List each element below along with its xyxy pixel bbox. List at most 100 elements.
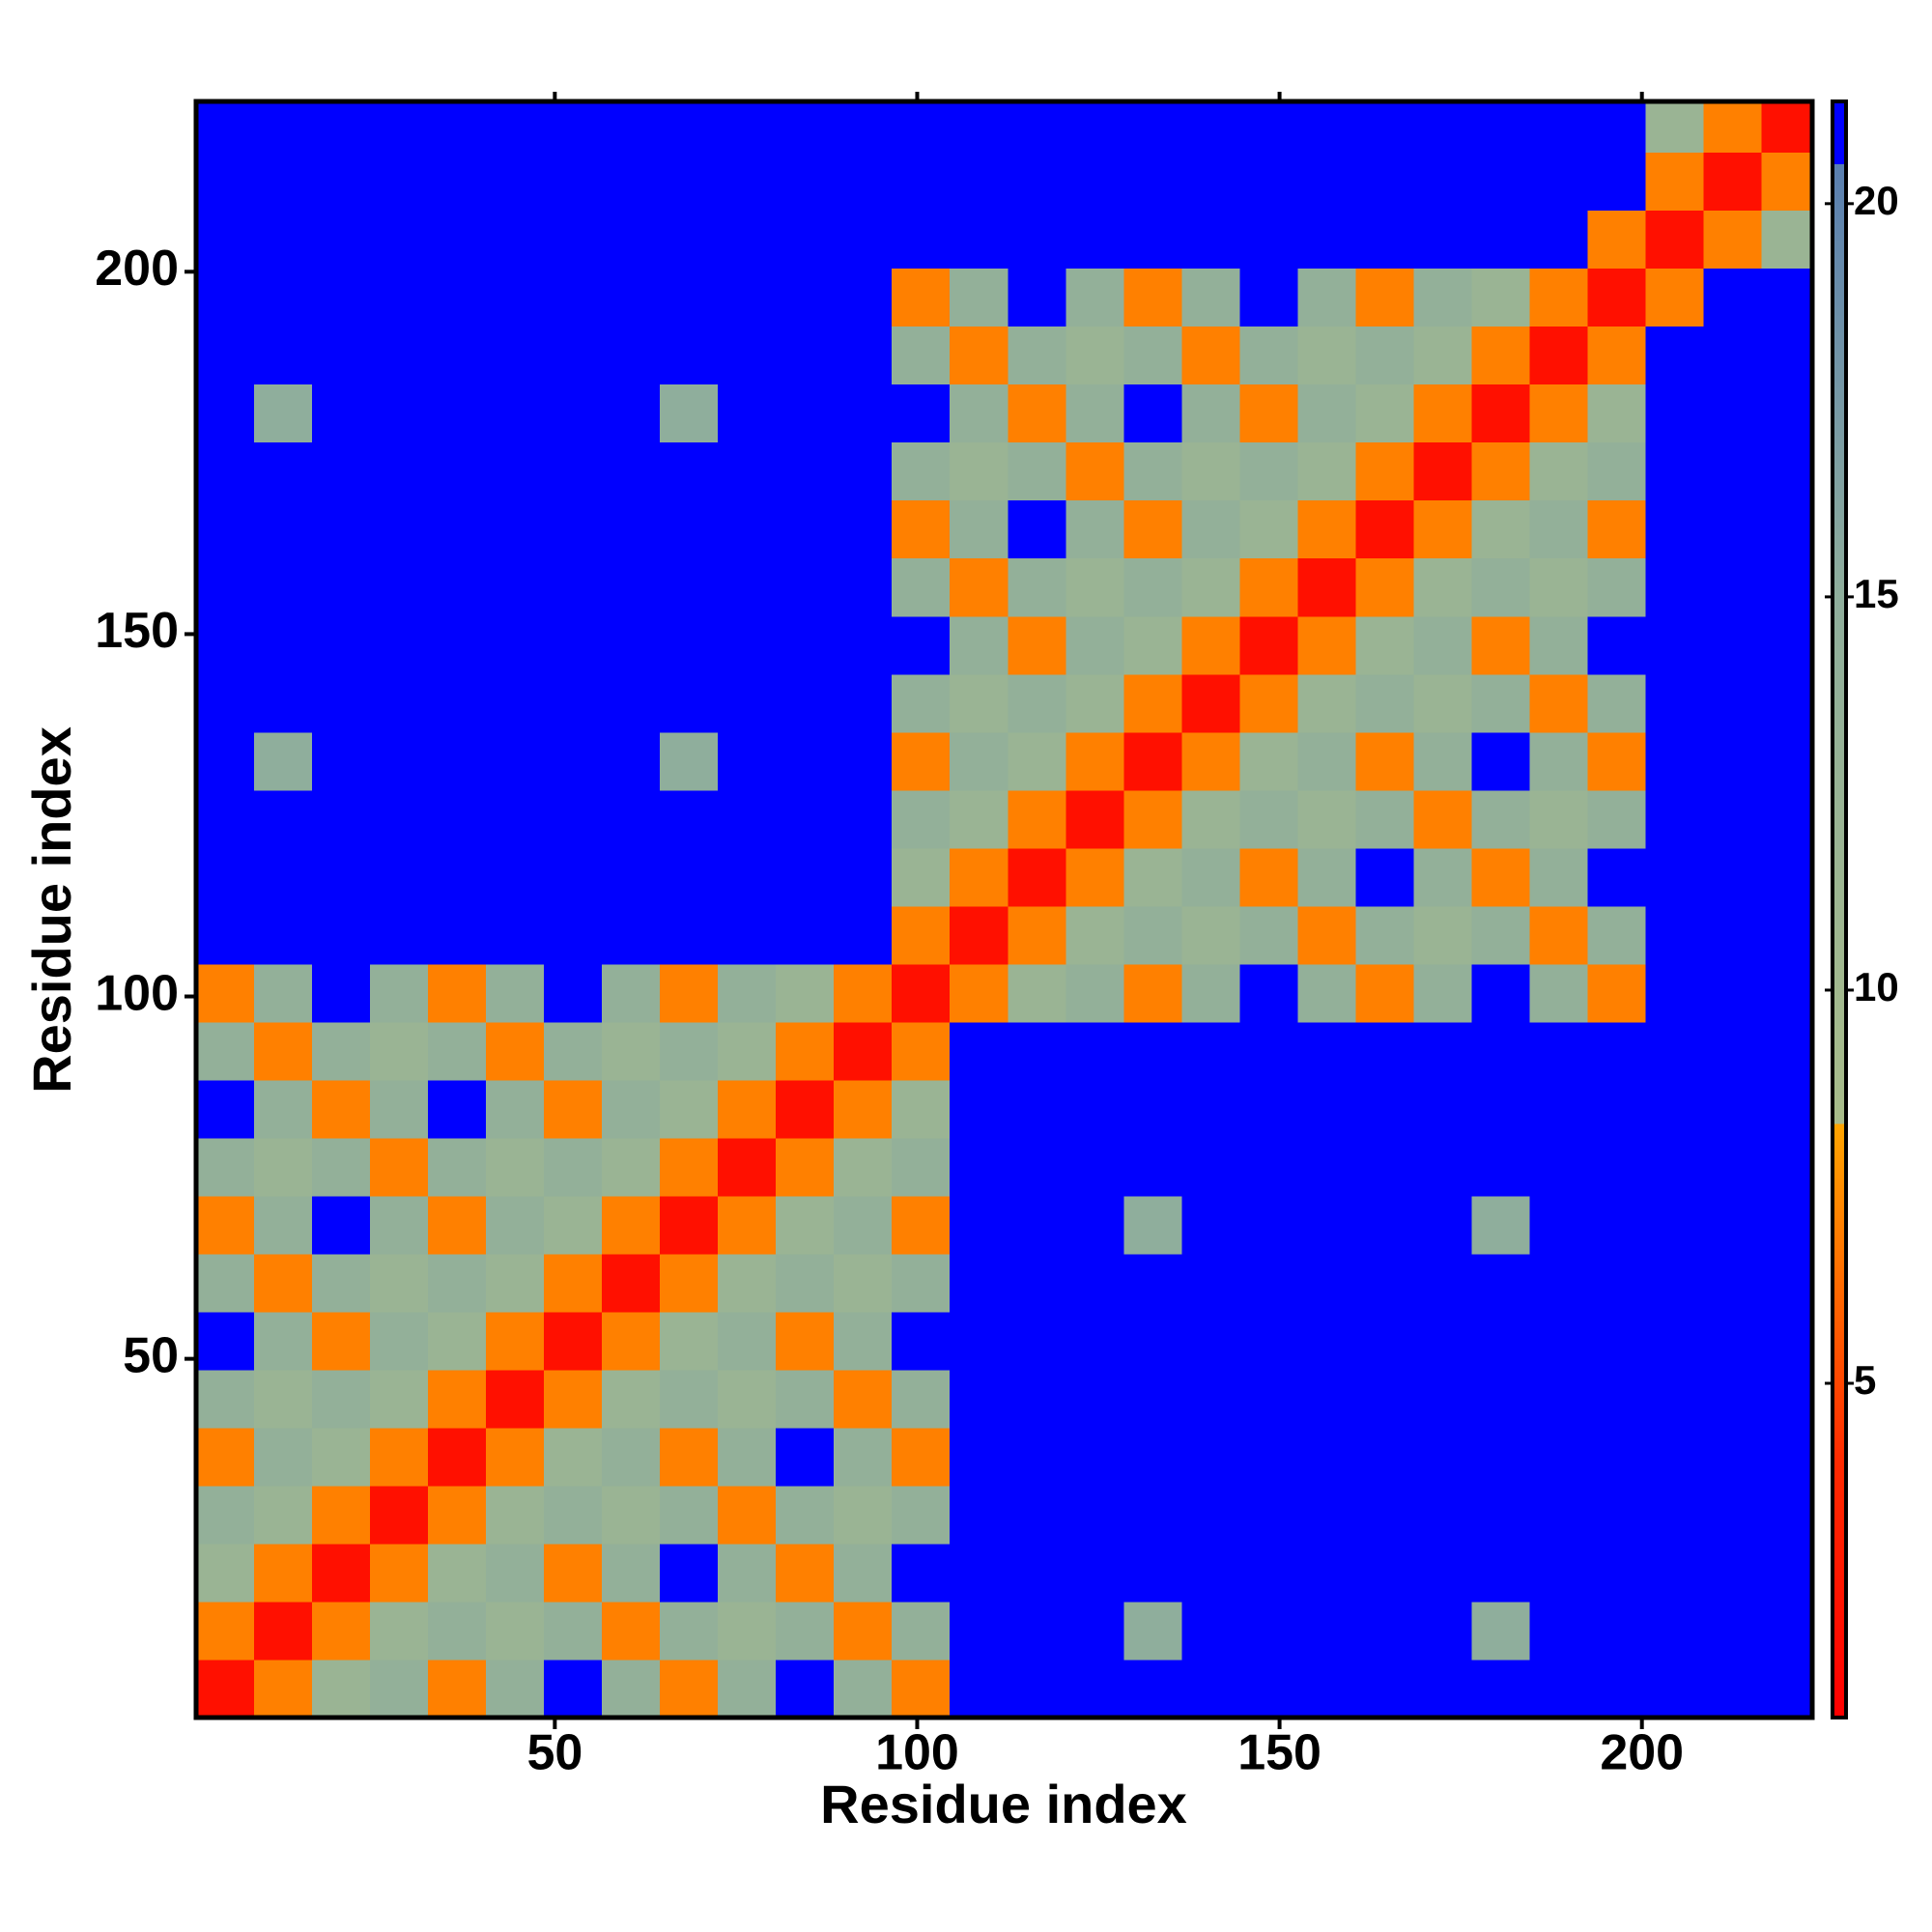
y-axis-title: Residue index [21,726,82,1094]
heatmap-cell [1355,1601,1414,1661]
heatmap-cell [1587,1021,1647,1081]
heatmap-cell [1181,101,1240,154]
heatmap-cell [254,1427,313,1487]
heatmap-cell [312,1253,371,1313]
heatmap-cell [602,1601,661,1661]
heatmap-cell [950,384,1009,443]
heatmap-cell [1123,268,1182,327]
heatmap-cell [1471,268,1531,327]
heatmap-cell [776,210,835,270]
heatmap-cell [196,731,255,791]
heatmap-cell [1471,1195,1531,1255]
heatmap-cell [486,1601,545,1661]
heatmap-cell [1587,210,1647,270]
heatmap-cell [1297,731,1356,791]
y-tick-label: 100 [95,965,179,1021]
heatmap-cell [254,1601,313,1661]
heatmap-cell [1471,847,1531,907]
heatmap-cell [1587,152,1647,212]
heatmap-cell [1413,615,1472,675]
y-tick-label: 200 [95,241,179,297]
heatmap-cell [1645,963,1705,1023]
heatmap-cell [1529,1079,1589,1139]
heatmap-cell [1239,384,1298,443]
heatmap-cell [1413,441,1472,501]
heatmap-cell [660,384,719,443]
heatmap-cell [1065,731,1124,791]
heatmap-cell [1297,1369,1356,1429]
heatmap-cell [428,1427,487,1487]
heatmap-cell [1645,1137,1705,1197]
heatmap-cell [834,1079,893,1139]
heatmap-cell [1645,615,1705,675]
heatmap-cell [1761,384,1812,443]
heatmap-cell [254,1079,313,1139]
heatmap-cell [950,963,1009,1023]
heatmap-cell [1239,1079,1298,1139]
heatmap-cell [950,101,1009,154]
heatmap-cell [1297,673,1356,733]
heatmap-cell [892,1601,951,1661]
heatmap-cell [312,210,371,270]
heatmap-cell [660,731,719,791]
heatmap-cell [1645,847,1705,907]
heatmap-cell [1297,326,1356,385]
heatmap-cell [1471,152,1531,212]
heatmap-cell [1181,1427,1240,1487]
heatmap-cell [660,615,719,675]
heatmap-cell [1587,963,1647,1023]
heatmap-cell [1529,1369,1589,1429]
heatmap-cell [892,384,951,443]
heatmap-cell [1471,615,1531,675]
heatmap-cell [660,210,719,270]
heatmap-cell [1239,326,1298,385]
heatmap-cell [544,1021,603,1081]
heatmap-cell [834,1543,893,1603]
heatmap-cell [950,615,1009,675]
heatmap-cell [1645,384,1705,443]
heatmap-cell [1703,1427,1763,1487]
heatmap-cell [1297,1079,1356,1139]
heatmap-cell [1181,441,1240,501]
heatmap-cell [776,1311,835,1371]
heatmap-cell [370,152,429,212]
heatmap-cell [1529,673,1589,733]
heatmap-cell [1181,326,1240,385]
heatmap-cell [718,1079,777,1139]
heatmap-cell [1355,615,1414,675]
heatmap-cell [486,905,545,965]
heatmap-cell [1587,1485,1647,1545]
heatmap-cell [1703,731,1763,791]
heatmap-cell [544,152,603,212]
heatmap-cell [660,1659,719,1718]
heatmap-cell [1529,789,1589,849]
heatmap-cell [544,1195,603,1255]
heatmap-cell [428,1543,487,1603]
heatmap-cell [1703,1311,1763,1371]
heatmap-cell [370,1369,429,1429]
heatmap-cell [312,905,371,965]
heatmap-cell [312,615,371,675]
heatmap-cell [370,1311,429,1371]
heatmap-cell [660,268,719,327]
heatmap-cell [1355,1195,1414,1255]
heatmap-cell [1297,1601,1356,1661]
heatmap-cell [1355,963,1414,1023]
heatmap-cell [660,1195,719,1255]
heatmap-cell [950,1079,1009,1139]
heatmap-cell [312,1195,371,1255]
heatmap-cell [1471,1253,1531,1313]
heatmap-cell [1297,789,1356,849]
heatmap-cell [950,1195,1009,1255]
heatmap-cell [1703,905,1763,965]
heatmap-cell [312,1021,371,1081]
heatmap-cell [1703,210,1763,270]
heatmap-cell [1471,1311,1531,1371]
heatmap-cell [1645,1369,1705,1429]
heatmap-cell [1413,789,1472,849]
heatmap-cell [254,499,313,559]
heatmap-cell [1703,441,1763,501]
heatmap-cell [254,326,313,385]
heatmap-cell [428,1311,487,1371]
heatmap-cell [602,557,661,617]
